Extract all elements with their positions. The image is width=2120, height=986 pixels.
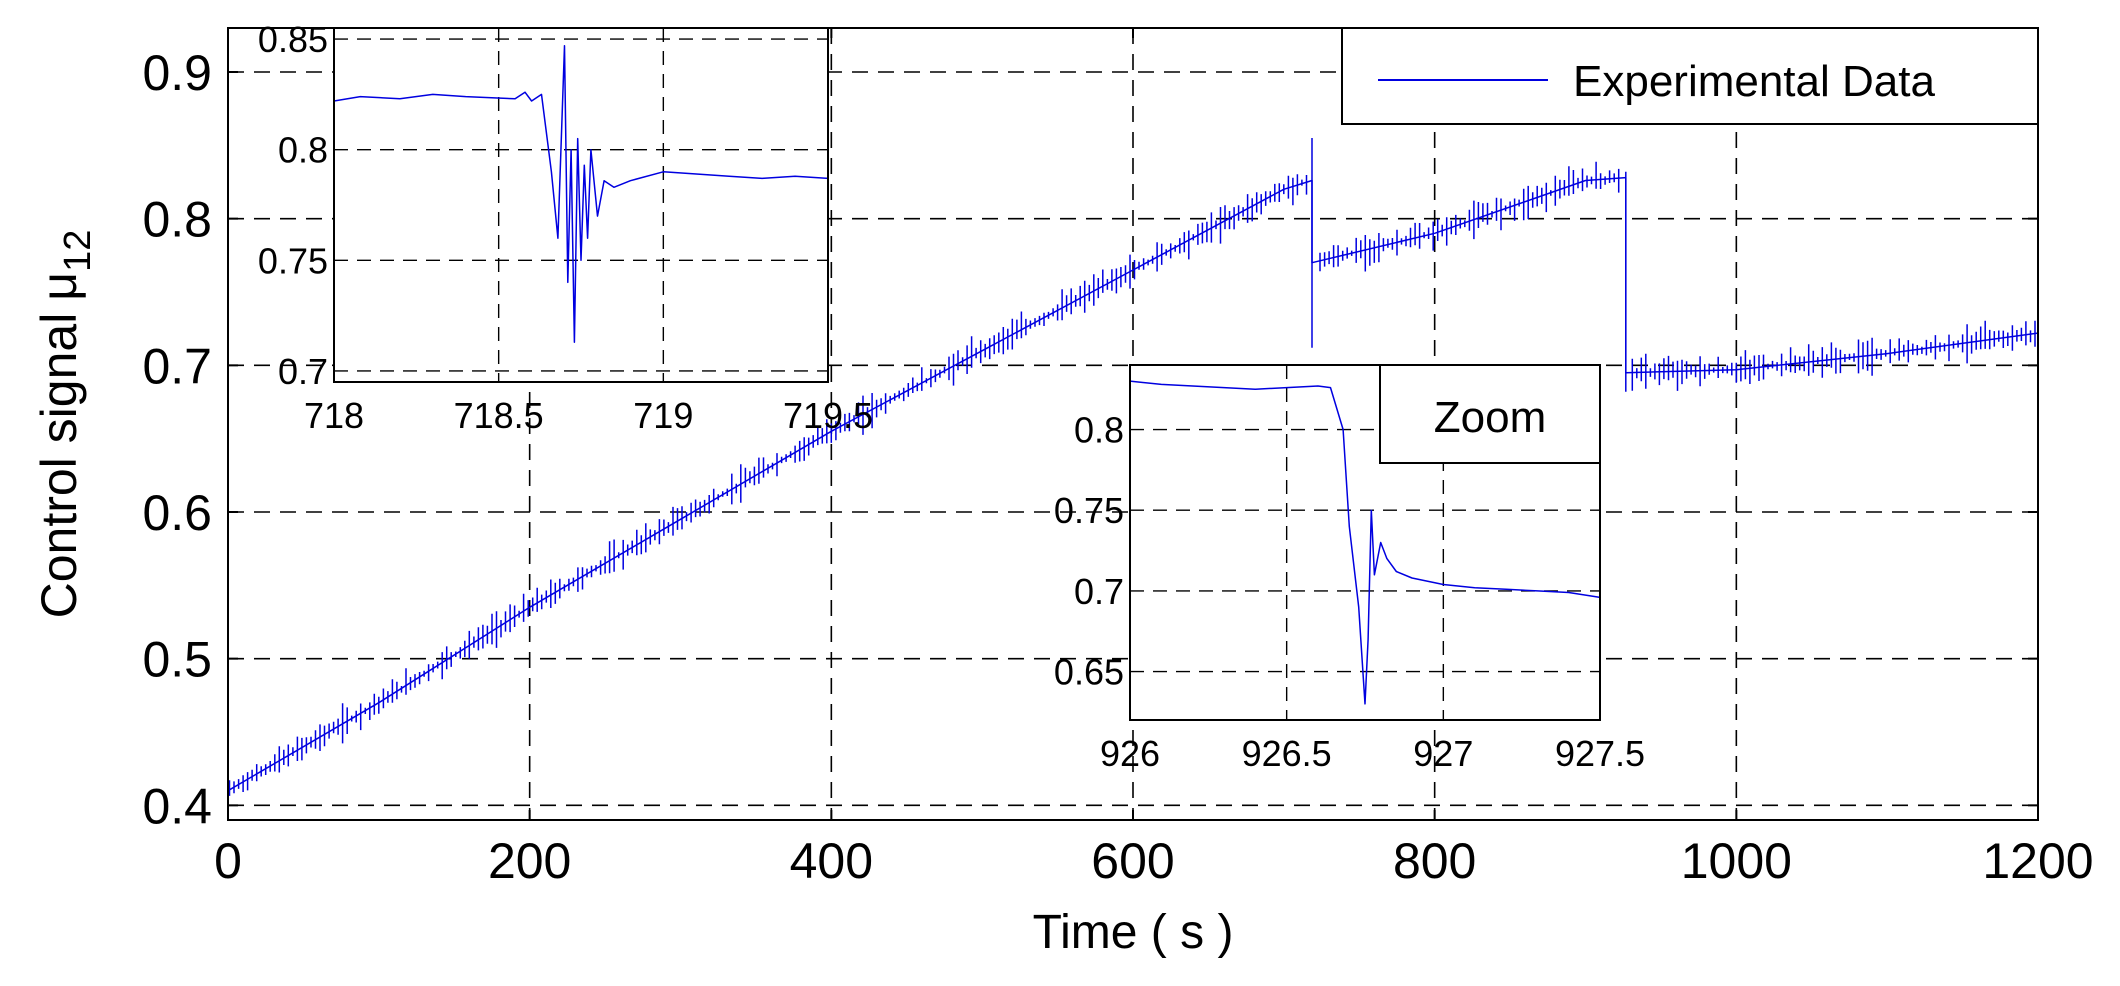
main-y-tick-label: 0.5 <box>142 632 212 688</box>
main-y-tick-labels: 0.4 0.5 0.6 0.7 0.8 0.9 <box>142 45 212 834</box>
main-x-tick-label: 0 <box>214 833 242 889</box>
main-y-tick-label: 0.8 <box>142 192 212 248</box>
inset-zoom-x-tick-label: 926 <box>1100 733 1160 774</box>
inset-zoom-chart: 926 926.5 927 927.5 0.65 0.7 0.75 0.8 Zoom <box>1054 364 1645 774</box>
inset-left-x-tick-label: 718 <box>304 395 364 436</box>
main-y-tick-label: 0.6 <box>142 485 212 541</box>
inset-left-gridlines <box>334 28 828 382</box>
series-noise-experimental-data <box>228 138 2036 796</box>
inset-left-x-tick-label: 718.5 <box>454 395 544 436</box>
zoom-title-box <box>1379 364 1601 464</box>
inset-zoom-x-tick-label: 927.5 <box>1555 733 1645 774</box>
main-y-tick-label: 0.9 <box>142 45 212 101</box>
inset-zoom-y-tick-labels: 0.65 0.7 0.75 0.8 <box>1054 410 1124 693</box>
inset-left-frame <box>333 27 829 383</box>
inset-left-series-line <box>333 44 829 343</box>
inset-zoom-series-line <box>1129 380 1601 705</box>
inset-zoom-y-tick-label: 0.75 <box>1054 490 1124 531</box>
main-series-group <box>227 138 2039 796</box>
inset-zoom-frame <box>1129 364 1601 721</box>
inset-left-x-tick-label: 719.5 <box>783 395 873 436</box>
inset-zoom-y-tick-label: 0.65 <box>1054 652 1124 693</box>
main-y-tick-label: 0.4 <box>142 778 212 834</box>
legend-label-experimental-data: Experimental Data <box>1573 57 1935 106</box>
main-tick-marks <box>227 28 2039 820</box>
inset-left-y-tick-label: 0.7 <box>278 351 328 392</box>
inset-zoom-x-tick-label: 926.5 <box>1242 733 1332 774</box>
main-x-tick-label: 800 <box>1393 833 1476 889</box>
main-y-tick-label: 0.7 <box>142 338 212 394</box>
zoom-title: Zoom <box>1434 393 1546 442</box>
inset-zoom-x-tick-labels: 926 926.5 927 927.5 <box>1100 733 1645 774</box>
inset-zoom-x-tick-label: 927 <box>1413 733 1473 774</box>
inset-left-y-tick-label: 0.75 <box>258 240 328 281</box>
y-axis-label-text: Control signal <box>31 313 87 619</box>
y-axis-label: Control signal μ12 <box>31 230 99 619</box>
inset-left-y-tick-label: 0.8 <box>278 130 328 171</box>
main-x-tick-label: 200 <box>488 833 571 889</box>
inset-left-y-tick-labels: 0.7 0.75 0.8 0.85 <box>258 19 328 392</box>
legend: Experimental Data <box>1341 27 2039 125</box>
main-x-tick-labels: 0 200 400 600 800 1000 1200 <box>214 833 2094 889</box>
main-x-tick-label: 1200 <box>1982 833 2093 889</box>
inset-left-chart: 718 718.5 719 719.5 0.7 0.75 0.8 0.85 <box>258 19 873 436</box>
main-x-tick-label: 1000 <box>1681 833 1792 889</box>
main-x-tick-label: 400 <box>790 833 873 889</box>
y-axis-label-symbol: μ <box>31 272 87 301</box>
inset-left-x-tick-label: 719 <box>633 395 693 436</box>
inset-zoom-y-tick-label: 0.7 <box>1074 571 1124 612</box>
x-axis-label: Time ( s ) <box>1033 906 1234 959</box>
main-x-tick-label: 600 <box>1091 833 1174 889</box>
legend-box <box>1341 27 2039 125</box>
inset-left-x-tick-labels: 718 718.5 719 719.5 <box>304 395 873 436</box>
inset-zoom-y-tick-label: 0.8 <box>1074 410 1124 451</box>
y-axis-label-subscript: 12 <box>57 230 99 272</box>
inset-left-y-tick-label: 0.85 <box>258 19 328 60</box>
